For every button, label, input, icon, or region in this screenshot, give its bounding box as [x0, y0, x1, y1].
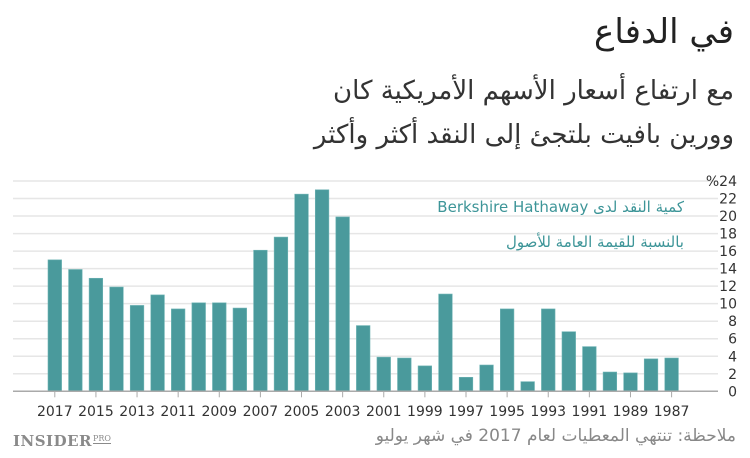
y-tick-label: 0 — [728, 384, 737, 400]
x-tick-label: 1999 — [407, 404, 443, 420]
x-tick-label: 2013 — [119, 404, 155, 420]
y-tick-label: 6 — [728, 332, 737, 348]
logo-main-text: INSIDER — [13, 432, 92, 450]
x-tick-label: 2003 — [325, 404, 361, 420]
bar-1990 — [602, 371, 618, 392]
bar-2009 — [212, 302, 227, 392]
x-tick-label: 1997 — [448, 404, 484, 420]
x-tick-label: 1995 — [489, 404, 525, 420]
bar-1988 — [643, 358, 659, 392]
bar-1996 — [479, 364, 494, 392]
bar-2008 — [232, 307, 247, 392]
chart-subtitle-line-2: وورين بافيت بلتجئ إلى النقد أكثر وأكثر — [313, 120, 734, 150]
logo-pro-text: PRO — [92, 434, 111, 444]
y-tick-label: 20 — [719, 209, 737, 225]
y-tick-label: 16 — [719, 244, 737, 260]
bar-1994 — [520, 381, 535, 392]
bar-2007 — [253, 249, 268, 392]
y-tick-label: 10 — [719, 297, 737, 313]
bar-1987 — [664, 357, 679, 392]
legend-line-1: كمية النقد لدى Berkshire Hathaway — [437, 198, 684, 216]
bars — [47, 189, 679, 392]
bar-2014 — [109, 286, 124, 392]
footnote: ملاحظة: تنتهي المعطيات لعام 2017 في شهر … — [375, 426, 736, 446]
x-tick-label: 1989 — [613, 404, 649, 420]
bar-1989 — [623, 372, 638, 392]
bar-1999 — [417, 365, 432, 392]
legend-line-2: بالنسبة للقيمة العامة للأصول — [506, 233, 684, 251]
bar-1995 — [500, 308, 515, 392]
x-tick-label: 2009 — [201, 404, 237, 420]
bar-1998 — [438, 293, 453, 392]
x-tick-label: 2015 — [78, 404, 114, 420]
bar-2003 — [335, 216, 350, 392]
bar-2013 — [129, 305, 145, 392]
y-tick-label: 4 — [728, 349, 737, 365]
bar-2017 — [47, 259, 62, 392]
x-tick-label: 1991 — [572, 404, 608, 420]
x-tick-label: 2007 — [243, 404, 279, 420]
bar-1997 — [458, 376, 474, 392]
x-tick-label: 1993 — [530, 404, 566, 420]
bar-2011 — [171, 308, 186, 392]
bar-2001 — [376, 356, 391, 392]
x-tick-label: 2017 — [37, 404, 73, 420]
x-tick-label: 2005 — [284, 404, 320, 420]
bar-2016 — [68, 269, 83, 392]
bar-2012 — [150, 294, 165, 392]
x-tick-label: 1987 — [654, 404, 690, 420]
y-tick-label: 8 — [728, 314, 737, 330]
bar-2004 — [314, 189, 330, 392]
bar-2005 — [294, 193, 309, 392]
bar-2002 — [356, 325, 371, 392]
x-tick-label: 2011 — [160, 404, 196, 420]
chart-title: في الدفاع — [594, 12, 734, 52]
chart-subtitle-line-1: مع ارتفاع أسعار الأسهم الأمريكية كان — [333, 76, 734, 106]
y-tick-label: 12 — [719, 279, 737, 295]
bar-1992 — [561, 331, 576, 392]
y-tick-label: 14 — [719, 262, 737, 278]
insider-pro-logo: INSIDERPRO — [13, 432, 111, 450]
bar-2000 — [397, 357, 412, 392]
y-tick-label: %24 — [706, 174, 737, 190]
bar-2006 — [273, 236, 289, 392]
y-tick-label: 18 — [719, 227, 737, 243]
bar-2010 — [191, 302, 206, 392]
x-tick-label: 2001 — [366, 404, 402, 420]
bar-2015 — [88, 277, 104, 392]
bar-1993 — [541, 308, 556, 392]
x-axis-ticks: 2017 2015 2013 2011 2009 2007 2005 2003 2001 1999… — [37, 391, 689, 420]
y-tick-label: 2 — [728, 367, 737, 383]
y-tick-label: 22 — [719, 192, 737, 208]
bar-1991 — [582, 346, 597, 392]
